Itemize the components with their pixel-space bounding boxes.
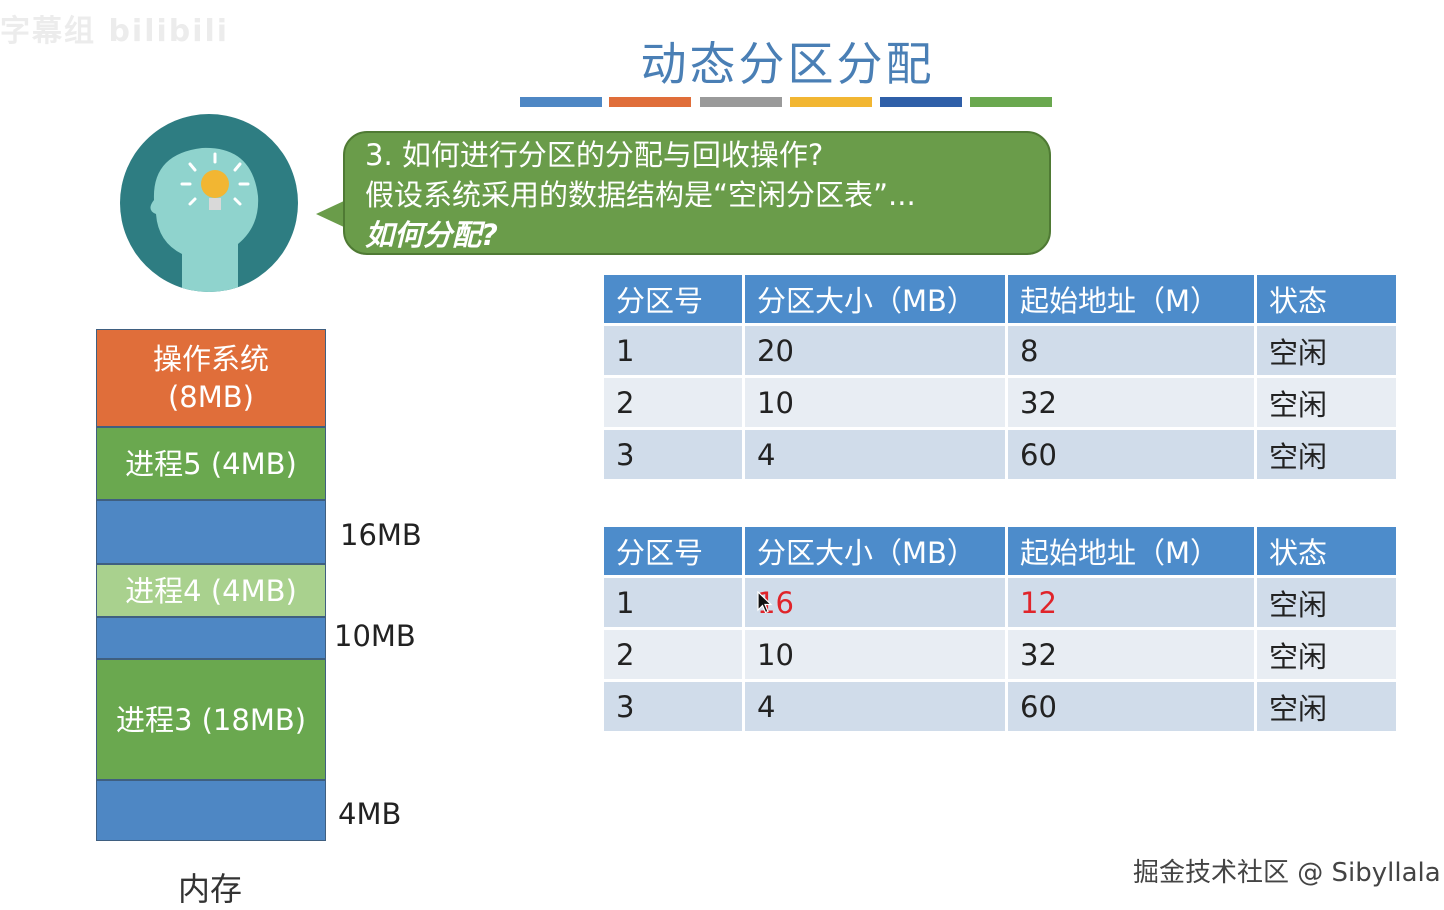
header-partition-size: 分区大小（MB） <box>745 527 1005 575</box>
cell: 20 <box>745 326 1005 375</box>
cell: 空闲 <box>1257 378 1396 427</box>
speech-bubble-tail <box>316 200 346 228</box>
cell: 60 <box>1008 430 1254 479</box>
cell: 10 <box>745 378 1005 427</box>
table-row: 1 20 8 空闲 <box>604 326 1396 375</box>
header-partition-size: 分区大小（MB） <box>745 275 1005 323</box>
free-partition-table-before: 分区号 分区大小（MB） 起始地址（M） 状态 1 20 8 空闲 2 10 3… <box>601 272 1399 482</box>
memory-block-free-10mb <box>96 617 326 659</box>
table-header-row: 分区号 分区大小（MB） 起始地址（M） 状态 <box>604 527 1396 575</box>
header-start-address: 起始地址（M） <box>1008 527 1254 575</box>
question-line-3: 如何分配? <box>365 218 498 252</box>
cell: 4 <box>745 682 1005 731</box>
cell: 3 <box>604 682 742 731</box>
title-bar-segment <box>520 97 602 107</box>
header-partition-no: 分区号 <box>604 275 742 323</box>
free-size-label: 10MB <box>334 619 416 653</box>
cell: 2 <box>604 630 742 679</box>
title-bar-segment <box>700 97 782 107</box>
table-row: 2 10 32 空闲 <box>604 630 1396 679</box>
cell: 8 <box>1008 326 1254 375</box>
cell: 1 <box>604 326 742 375</box>
table-header-row: 分区号 分区大小（MB） 起始地址（M） 状态 <box>604 275 1396 323</box>
cell: 32 <box>1008 630 1254 679</box>
cell: 60 <box>1008 682 1254 731</box>
table-row: 1 16 12 空闲 <box>604 578 1396 627</box>
page-title: 动态分区分配 <box>640 37 935 91</box>
thinking-head-icon <box>120 114 298 292</box>
header-status: 状态 <box>1257 275 1396 323</box>
free-size-label: 16MB <box>340 518 422 552</box>
memory-block-os: 操作系统 (8MB) <box>96 329 326 427</box>
cell: 10 <box>745 630 1005 679</box>
table-row: 2 10 32 空闲 <box>604 378 1396 427</box>
title-bar-segment <box>970 97 1052 107</box>
cell: 空闲 <box>1257 578 1396 627</box>
watermark-top-left: 字幕组 bilibili <box>0 14 230 49</box>
question-line-1: 3. 如何进行分区的分配与回收操作? <box>365 138 824 172</box>
free-partition-table-after: 分区号 分区大小（MB） 起始地址（M） 状态 1 16 12 空闲 2 10 … <box>601 524 1399 734</box>
memory-block-process4: 进程4 (4MB) <box>96 564 326 617</box>
cell: 3 <box>604 430 742 479</box>
mouse-cursor-icon <box>757 591 773 614</box>
cell-updated-size: 16 <box>745 578 1005 627</box>
memory-block-process3: 进程3 (18MB) <box>96 659 326 780</box>
memory-caption: 内存 <box>178 870 243 908</box>
table-row: 3 4 60 空闲 <box>604 430 1396 479</box>
memory-block-free-16mb <box>96 500 326 564</box>
header-partition-no: 分区号 <box>604 527 742 575</box>
cell: 1 <box>604 578 742 627</box>
cell: 空闲 <box>1257 430 1396 479</box>
title-bar-segment <box>609 97 691 107</box>
cell: 4 <box>745 430 1005 479</box>
cell: 空闲 <box>1257 630 1396 679</box>
memory-block-process5: 进程5 (4MB) <box>96 427 326 500</box>
cell: 2 <box>604 378 742 427</box>
title-bar-segment <box>880 97 962 107</box>
table-row: 3 4 60 空闲 <box>604 682 1396 731</box>
title-bar-segment <box>790 97 872 107</box>
memory-block-free-4mb <box>96 780 326 841</box>
cell: 空闲 <box>1257 682 1396 731</box>
header-start-address: 起始地址（M） <box>1008 275 1254 323</box>
cell: 空闲 <box>1257 326 1396 375</box>
header-status: 状态 <box>1257 527 1396 575</box>
question-line-2: 假设系统采用的数据结构是“空闲分区表”... <box>365 178 916 212</box>
cell: 32 <box>1008 378 1254 427</box>
cell-updated-address: 12 <box>1008 578 1254 627</box>
watermark-bottom-right: 掘金技术社区 @ Sibyllala <box>1133 858 1441 888</box>
free-size-label: 4MB <box>338 797 402 831</box>
speech-bubble: 3. 如何进行分区的分配与回收操作? 假设系统采用的数据结构是“空闲分区表”..… <box>343 131 1051 255</box>
